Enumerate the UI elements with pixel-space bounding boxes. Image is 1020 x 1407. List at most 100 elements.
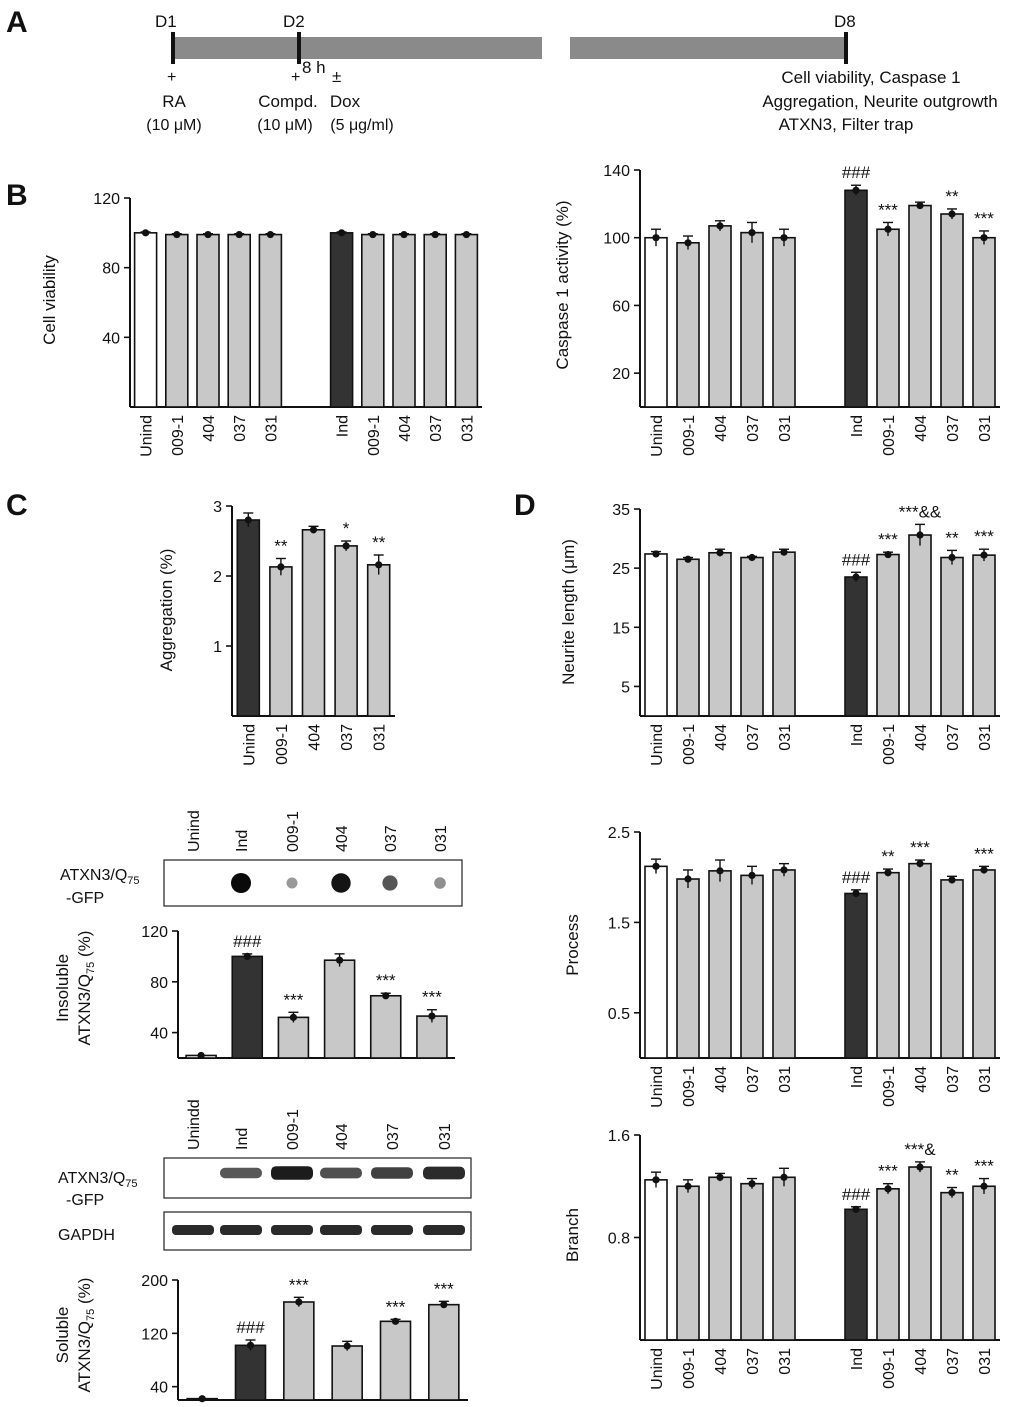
process-point-1	[684, 875, 692, 883]
viability-cat-9: 031	[459, 415, 476, 442]
caspase-cat-6: 009-1	[881, 415, 898, 456]
insoluble-ytick-label-0: 40	[150, 1026, 168, 1043]
caspase-bar-0	[644, 236, 668, 408]
duration-label: 8 h	[302, 58, 326, 77]
chart-process: 0.5 1.5 2.5 Process Unind 009-1 404 037 031 ### In…	[563, 825, 1000, 1108]
neurite-ytick-label-0: 5	[621, 679, 630, 696]
aggregation-bar-3	[334, 545, 358, 717]
viability-cat-6: 009-1	[366, 415, 383, 456]
neurite-point-3	[748, 553, 756, 562]
aggregation-point-0	[244, 516, 252, 524]
caspase-cat-5: Ind	[849, 415, 866, 437]
western-bands	[172, 1166, 465, 1235]
timeline-bar-left	[172, 37, 542, 59]
soluble-ytick-label-1: 120	[141, 1326, 168, 1343]
caspase-cat-0: Unind	[649, 415, 666, 457]
process-point-0	[652, 862, 660, 870]
branch-cat-9: 031	[977, 1348, 994, 1375]
western-row1-text: ATXN3/Q	[58, 1170, 125, 1187]
insoluble-point-1	[243, 952, 251, 961]
branch-point-6	[884, 1185, 892, 1193]
neurite-point-5	[852, 573, 860, 581]
insoluble-bar-5	[416, 1015, 448, 1059]
neurite-bar-9	[972, 554, 996, 717]
neurite-cat-2: 404	[713, 724, 730, 751]
viability-point-6	[369, 230, 377, 239]
branch-cat-4: 031	[777, 1348, 794, 1375]
aggregation-point-1	[277, 563, 285, 571]
soluble-point-3	[343, 1342, 351, 1350]
branch-cat-1: 009-1	[681, 1348, 698, 1389]
caspase-cat-3: 037	[745, 415, 762, 442]
chart-aggregation: 1 2 3 Aggregation (%) Unind ** 009-1 404 * 037 ** 0…	[157, 499, 395, 766]
viability-cat-1: 009-1	[170, 415, 187, 456]
viability-cat-7: 404	[397, 415, 414, 442]
timeline-bar-right	[570, 37, 846, 59]
caspase-bar-5	[844, 189, 868, 408]
western-lane-1: Ind	[234, 1128, 251, 1150]
process-cat-3: 037	[745, 1066, 762, 1093]
aggregation-cat-2: 404	[307, 724, 324, 751]
western-band-atxn3-4	[371, 1167, 413, 1179]
neurite-annot-8: **	[945, 528, 959, 547]
branch-bar-9	[972, 1185, 996, 1341]
process-bar-2	[708, 870, 732, 1059]
caspase-ytick-label-3: 140	[603, 163, 630, 180]
chart-cell-viability: 40 80 120 Cell viability Unind 009-1 404 037 031…	[40, 191, 482, 457]
process-cat-5: Ind	[849, 1066, 866, 1088]
western-blot: ATXN3/Q75 -GFP GAPDH Unindd Ind 009-1 404 03…	[58, 1099, 472, 1251]
aggregation-bar-4	[366, 563, 391, 717]
chart-soluble-atxn3: 40 120 200 ### *** *** ***	[141, 1273, 468, 1403]
process-bar-7	[908, 862, 932, 1059]
panel-letter-a: A	[6, 6, 28, 39]
branch-cat-3: 037	[745, 1348, 762, 1375]
insoluble-point-2	[289, 1013, 298, 1021]
process-annot-6: **	[881, 847, 895, 866]
day-marker-d8	[844, 32, 848, 64]
western-band-gapdh-1	[220, 1225, 262, 1235]
viability-point-2	[204, 230, 212, 239]
filter-trap-lane-0: Unind	[186, 810, 203, 852]
insoluble-annot-1: ###	[233, 932, 262, 951]
western-band-gapdh-0	[172, 1225, 214, 1235]
soluble-ylabel: Soluble ATXN3/Q75 (%)	[53, 1278, 97, 1393]
neurite-bar-0	[644, 553, 668, 717]
neurite-annot-6: ***	[878, 530, 898, 549]
western-row1-label: ATXN3/Q75	[58, 1170, 138, 1190]
soluble-bar-2	[283, 1301, 315, 1401]
filter-trap-dots	[231, 873, 446, 893]
neurite-cat-7: 404	[913, 724, 930, 751]
caspase-bar-1	[676, 241, 700, 408]
caspase-point-3	[748, 229, 756, 237]
soluble-bar-1	[234, 1344, 267, 1401]
insoluble-annot-2: ***	[283, 990, 303, 1009]
western-lane-0: Unindd	[186, 1099, 203, 1150]
branch-point-8	[948, 1189, 956, 1197]
branch-cat-6: 009-1	[881, 1348, 898, 1389]
insoluble-point-3	[335, 956, 344, 964]
insoluble-ylabel: Insoluble ATXN3/Q75 (%)	[53, 931, 97, 1046]
neurite-bar-8	[940, 556, 964, 717]
soluble-ylabel-suffix: (%)	[75, 1278, 94, 1309]
neurite-cat-5: Ind	[849, 724, 866, 746]
western-lane-5: 031	[437, 1123, 454, 1150]
neurite-bar-5	[844, 576, 868, 717]
aggregation-point-4	[375, 561, 383, 569]
filter-trap-dot-1	[231, 873, 251, 893]
ra-conc: (10 μM)	[146, 117, 201, 134]
insoluble-bar-2	[277, 1016, 310, 1059]
viability-point-1	[173, 230, 181, 239]
western-band-gapdh-3	[320, 1225, 362, 1235]
neurite-bar-6	[876, 553, 900, 717]
viability-bar-9	[454, 233, 479, 408]
western-row1-sub: 75	[125, 1178, 137, 1190]
caspase-bar-8	[940, 213, 964, 408]
insoluble-bar-1	[231, 955, 264, 1059]
soluble-annot-5: ***	[434, 1279, 454, 1298]
branch-cat-5: Ind	[849, 1348, 866, 1370]
process-cat-9: 031	[977, 1066, 994, 1093]
timeline: D1 D2 D8 + + 8 h ± RA (10 μM) Compd. (10…	[146, 12, 997, 134]
soluble-ylabel-sub: 75	[85, 1309, 97, 1321]
western-row2-label: GAPDH	[58, 1227, 115, 1244]
